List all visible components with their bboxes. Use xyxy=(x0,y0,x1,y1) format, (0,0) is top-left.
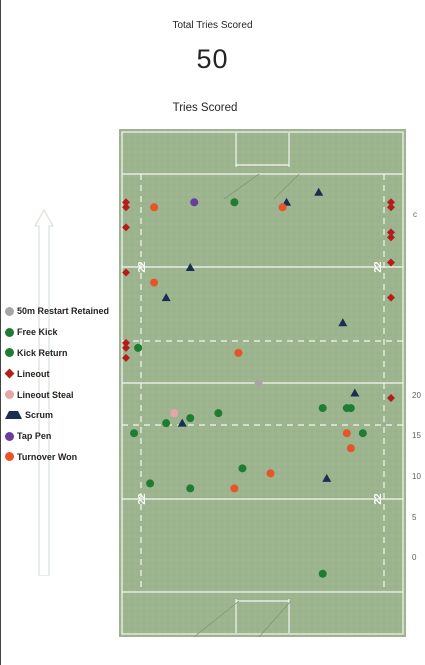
legend-label: 50m Restart Retained xyxy=(17,306,110,317)
legend-item[interactable]: Kick Return xyxy=(5,343,109,364)
data-point-free-kick[interactable] xyxy=(214,409,223,418)
data-point-free-kick[interactable] xyxy=(238,464,247,473)
data-point-free-kick[interactable] xyxy=(346,404,355,413)
data-point-lineout[interactable] xyxy=(122,338,131,347)
legend-item[interactable]: Scrum xyxy=(5,405,109,426)
legend-marker-circle-icon xyxy=(5,348,14,358)
data-point-lineout[interactable] xyxy=(386,394,395,403)
twenty-two-label: 22 xyxy=(373,493,384,505)
data-point-free-kick[interactable] xyxy=(318,569,327,578)
kpi-title: Total Tries Scored xyxy=(172,20,253,31)
legend-label: Lineout xyxy=(17,368,50,379)
data-point-free-kick[interactable] xyxy=(146,479,155,488)
legend-label: Lineout Steal xyxy=(17,389,74,400)
legend-item[interactable]: Free Kick xyxy=(5,322,109,343)
data-point-turnover-won[interactable] xyxy=(230,484,239,493)
data-point-free-kick[interactable] xyxy=(134,343,143,352)
y-tick-label: 15 xyxy=(412,431,421,440)
data-point-lineout-steal[interactable] xyxy=(170,409,179,418)
legend-label: Scrum xyxy=(25,410,54,421)
legend-marker-circle-icon xyxy=(5,452,14,462)
legend-marker-circle-icon xyxy=(5,327,14,337)
y-tick-label: 20 xyxy=(412,391,421,400)
field-labels: 22 22 22 22 xyxy=(137,261,384,505)
legend-marker-diamond-icon xyxy=(4,368,15,379)
field-shadow-lines xyxy=(193,173,300,637)
chart-title: Tries Scored xyxy=(172,102,238,114)
legend-marker-circle-icon xyxy=(5,390,14,400)
rugby-field-scatter[interactable]: 22 22 22 22 xyxy=(119,129,406,637)
data-point-turnover-won[interactable] xyxy=(150,278,159,287)
data-point-free-kick[interactable] xyxy=(358,429,367,438)
legend-label: Turnover Won xyxy=(17,451,78,462)
data-point-lineout[interactable] xyxy=(386,228,395,237)
data-point-scrum[interactable] xyxy=(338,318,348,327)
data-point-scrum[interactable] xyxy=(177,418,187,427)
data-point-lineout[interactable] xyxy=(122,203,131,212)
attack-direction-arrow-icon xyxy=(34,208,54,576)
panel-left-border xyxy=(0,0,1,665)
twenty-two-label: 22 xyxy=(373,261,384,273)
legend-marker-circle-icon xyxy=(5,431,14,441)
data-point-lineout[interactable] xyxy=(386,233,395,242)
data-point-50m-restart-retained[interactable] xyxy=(254,379,263,387)
data-point-free-kick[interactable] xyxy=(130,429,139,438)
y-tick-label: 10 xyxy=(412,472,421,481)
data-point-scrum[interactable] xyxy=(350,388,360,397)
y-tick-label: 0 xyxy=(412,553,417,562)
legend: 50m Restart Retained Free Kick Kick Return… xyxy=(4,301,109,468)
data-point-free-kick[interactable] xyxy=(230,198,239,207)
data-point-free-kick[interactable] xyxy=(186,484,195,493)
legend-item[interactable]: Turnover Won xyxy=(5,447,109,468)
twenty-two-label: 22 xyxy=(137,261,148,273)
data-point-lineout[interactable] xyxy=(386,258,395,267)
data-point-scrum[interactable] xyxy=(185,263,195,272)
y-tick-label: 5 xyxy=(412,513,417,522)
data-point-turnover-won[interactable] xyxy=(150,203,159,212)
data-point-turnover-won[interactable] xyxy=(266,469,275,478)
data-point-lineout[interactable] xyxy=(122,353,131,362)
data-point-lineout[interactable] xyxy=(122,343,131,352)
data-point-kick-return[interactable] xyxy=(186,414,195,423)
data-point-lineout[interactable] xyxy=(386,203,395,212)
kpi-value: 50 xyxy=(196,44,229,74)
data-point-turnover-won[interactable] xyxy=(234,348,243,357)
twenty-two-label: 22 xyxy=(137,493,148,505)
legend-label: Tap Pen xyxy=(17,431,52,442)
data-point-free-kick[interactable] xyxy=(162,419,171,428)
data-point-tap-pen[interactable] xyxy=(190,198,199,207)
data-point-turnover-won[interactable] xyxy=(346,444,355,453)
data-point-lineout[interactable] xyxy=(122,268,131,277)
data-point-turnover-won[interactable] xyxy=(342,429,351,438)
legend-label: Free Kick xyxy=(17,327,58,338)
data-point-free-kick[interactable] xyxy=(318,404,327,413)
legend-item[interactable]: Lineout xyxy=(4,363,109,384)
legend-item[interactable]: 50m Restart Retained xyxy=(5,301,109,322)
legend-marker-triangle-icon xyxy=(5,411,22,420)
y-axis-partial-label: c xyxy=(413,210,417,219)
legend-item[interactable]: Tap Pen xyxy=(5,426,109,447)
data-point-lineout[interactable] xyxy=(386,293,395,302)
legend-label: Kick Return xyxy=(17,347,68,358)
data-point-scrum[interactable] xyxy=(322,473,332,482)
data-point-turnover-won[interactable] xyxy=(278,203,287,212)
legend-marker-circle-icon xyxy=(5,306,14,316)
legend-item[interactable]: Lineout Steal xyxy=(5,384,109,405)
data-point-lineout[interactable] xyxy=(122,223,131,232)
data-point-lineout[interactable] xyxy=(386,198,395,207)
data-point-scrum[interactable] xyxy=(314,187,324,196)
data-point-scrum[interactable] xyxy=(161,293,171,302)
data-points xyxy=(122,187,395,578)
data-point-lineout[interactable] xyxy=(122,198,131,207)
